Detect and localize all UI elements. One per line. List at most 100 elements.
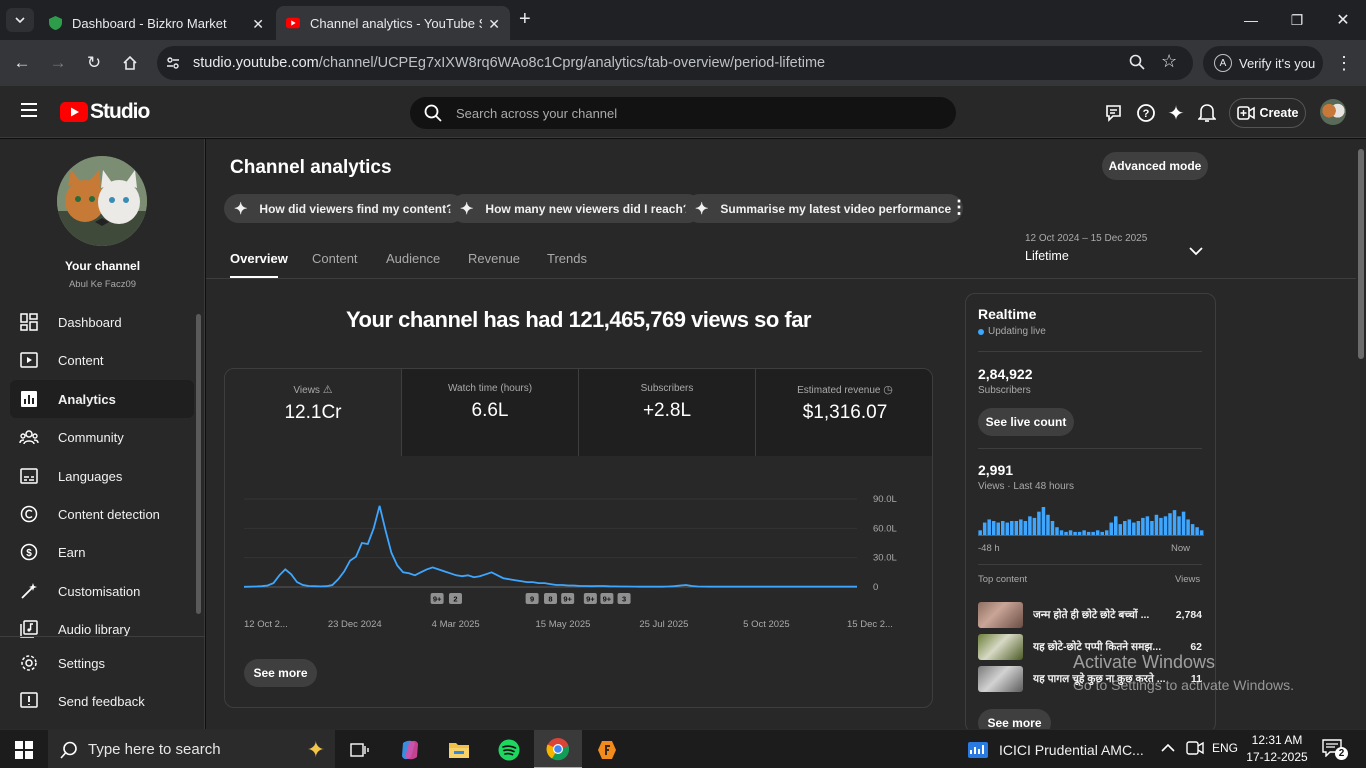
sidebar-item-languages[interactable]: Languages [10,457,194,495]
realtime-bar[interactable] [1199,530,1204,535]
spotify-icon[interactable] [494,736,524,764]
browser-menu-icon[interactable]: ⋮ [1335,52,1353,73]
copilot-app-icon[interactable] [395,736,425,764]
language-indicator[interactable]: ENG [1212,741,1239,755]
realtime-bar[interactable] [1077,531,1082,535]
realtime-bar[interactable] [1114,516,1118,535]
sidebar-item-content-detection[interactable]: Content detection [10,495,194,533]
sidebar-item-earn[interactable]: $ Earn [10,533,194,571]
fl-studio-icon[interactable] [592,736,622,764]
minimize-icon[interactable]: — [1244,12,1258,28]
realtime-bar[interactable] [1154,514,1159,535]
advanced-mode-button[interactable]: Advanced mode [1102,152,1208,180]
realtime-bar[interactable] [1177,516,1181,535]
page-scrollbar[interactable] [1356,139,1366,729]
realtime-bar[interactable] [1073,531,1077,535]
sidebar-item-dashboard[interactable]: Dashboard [10,303,194,341]
realtime-bar[interactable] [1163,516,1168,535]
sidebar-item-customisation[interactable]: Customisation [10,572,194,610]
realtime-bar[interactable] [1055,527,1059,535]
event-marker[interactable]: 9+ [430,593,444,604]
realtime-bar[interactable] [1032,517,1037,535]
realtime-bar[interactable] [1082,530,1086,535]
new-tab-icon[interactable]: + [519,8,531,30]
tab-overview[interactable]: Overview [230,251,288,266]
tab-trends[interactable]: Trends [547,251,587,266]
realtime-bar[interactable] [1104,530,1109,535]
studio-logo[interactable]: Studio [60,100,150,124]
zoom-search-icon[interactable] [1129,54,1145,75]
realtime-bar[interactable] [1186,519,1190,535]
browser-tab-youtube[interactable]: Channel analytics - YouTube Studio ✕ [276,6,510,40]
reload-icon[interactable]: ↻ [86,53,102,72]
realtime-bar[interactable] [987,519,991,535]
views-series-line[interactable] [243,505,857,588]
tab-audience[interactable]: Audience [386,251,441,266]
realtime-bar[interactable] [1046,514,1050,535]
realtime-bar[interactable] [1123,521,1127,535]
top-content-row[interactable]: यह पागल चूहे कुछ ना कुछ करते ... 11 [978,665,1202,693]
event-marker[interactable]: 9 [525,593,539,604]
realtime-bar[interactable] [1041,507,1046,535]
see-live-count-button[interactable]: See live count [978,408,1074,436]
sidebar-item-settings[interactable]: Settings [10,644,194,682]
realtime-bar[interactable] [996,522,1000,535]
realtime-bar[interactable] [978,530,982,535]
realtime-bar[interactable] [991,521,996,535]
metric-watch-time[interactable]: Watch time (hours) 6.6L [402,369,579,456]
tab-list-button[interactable] [6,8,34,32]
realtime-bar[interactable] [1010,521,1014,535]
news-widget[interactable]: ICICI Prudential AMC... [967,730,1147,768]
suggestion-chip-traffic[interactable]: ✦ How did viewers find my content? [224,194,466,223]
realtime-bar[interactable] [1005,522,1010,535]
help-icon[interactable]: ? [1135,102,1157,124]
back-icon[interactable]: ← [13,53,31,72]
realtime-bar[interactable] [1091,531,1095,535]
see-more-button[interactable]: See more [244,659,317,687]
site-info-icon[interactable] [165,55,181,76]
realtime-bar[interactable] [1132,522,1136,535]
realtime-bar[interactable] [1059,530,1064,535]
metric-views[interactable]: Views ⚠ 12.1Cr [225,369,402,456]
realtime-bar[interactable] [982,522,987,535]
realtime-bar[interactable] [1086,531,1091,535]
event-marker[interactable]: 8 [544,593,557,604]
taskbar-clock[interactable]: 12:31 AM 17-12-2025 [1246,732,1308,766]
realtime-bar[interactable] [1159,517,1163,535]
sidebar-item-content[interactable]: Content [10,341,194,379]
event-marker[interactable]: 9+ [600,593,614,604]
period-selector[interactable]: 12 Oct 2024 – 15 Dec 2025 Lifetime [1025,233,1209,269]
realtime-bar[interactable] [1127,519,1132,535]
tray-chevron-up-icon[interactable] [1161,740,1175,758]
sidebar-item-analytics[interactable]: Analytics [10,380,194,418]
realtime-bar[interactable] [1064,531,1068,535]
scrollbar-thumb[interactable] [1358,149,1364,359]
realtime-bar[interactable] [1172,510,1177,535]
bookmark-star-icon[interactable]: ☆ [1161,51,1178,71]
windows-start-icon[interactable] [9,736,39,764]
top-content-row[interactable]: यह छोटे-छोटे पप्पी कितने समझ... 62 [978,633,1202,661]
forward-icon[interactable]: → [49,53,67,72]
channel-search-box[interactable]: Search across your channel [410,97,956,129]
event-marker[interactable]: 9+ [583,593,597,604]
suggestion-chip-new-viewers[interactable]: ✦ How many new viewers did I reach? [450,194,703,223]
realtime-bar[interactable] [1150,521,1154,535]
address-bar[interactable]: studio.youtube.com/channel/UCPEg7xIXW8rq… [157,46,1193,80]
realtime-bar[interactable] [1168,513,1172,535]
realtime-bar[interactable] [1095,530,1100,535]
feedback-chat-icon[interactable] [1104,102,1126,124]
event-marker[interactable]: 3 [617,593,631,604]
sidebar-item-community[interactable]: Community [10,418,194,456]
meet-now-icon[interactable] [1186,740,1204,761]
realtime-bar[interactable] [1037,511,1041,535]
metric-revenue[interactable]: Estimated revenue ◷ $1,316.07 [756,369,932,456]
file-explorer-icon[interactable] [444,736,474,764]
close-tab-icon[interactable]: ✕ [488,16,500,32]
tab-revenue[interactable]: Revenue [468,251,521,266]
realtime-bar[interactable] [1028,516,1032,535]
realtime-bar[interactable] [1001,521,1005,535]
realtime-bar[interactable] [1181,511,1186,535]
metric-subscribers[interactable]: Subscribers +2.8L [579,369,756,456]
sidebar-item-audio-library[interactable]: Audio library [10,610,194,648]
realtime-bar[interactable] [1014,521,1019,535]
